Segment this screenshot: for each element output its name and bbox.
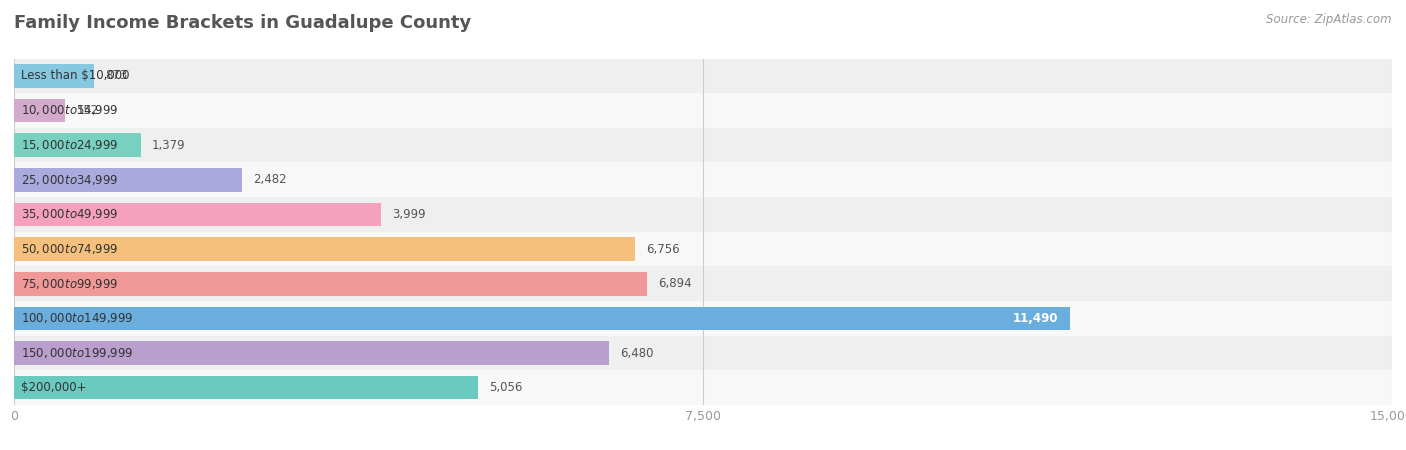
Bar [14, 237, 634, 261]
Text: $150,000 to $199,999: $150,000 to $199,999 [21, 346, 134, 360]
Text: 552: 552 [76, 104, 98, 117]
Bar [14, 162, 1392, 197]
Bar [14, 202, 381, 226]
Bar [14, 232, 1392, 266]
Bar [14, 93, 1392, 128]
Text: $35,000 to $49,999: $35,000 to $49,999 [21, 207, 120, 221]
Text: $50,000 to $74,999: $50,000 to $74,999 [21, 242, 120, 256]
Text: 5,056: 5,056 [489, 381, 523, 394]
Text: $100,000 to $149,999: $100,000 to $149,999 [21, 311, 134, 325]
Bar [14, 341, 609, 365]
Text: 6,894: 6,894 [658, 277, 692, 290]
Text: 1,379: 1,379 [152, 139, 186, 152]
Text: Source: ZipAtlas.com: Source: ZipAtlas.com [1267, 14, 1392, 27]
Text: 873: 873 [105, 69, 128, 82]
Text: Family Income Brackets in Guadalupe County: Family Income Brackets in Guadalupe Coun… [14, 14, 471, 32]
Bar [14, 266, 1392, 301]
Bar [14, 376, 478, 400]
Bar [14, 99, 65, 122]
Text: $75,000 to $99,999: $75,000 to $99,999 [21, 277, 120, 291]
Text: 3,999: 3,999 [392, 208, 426, 221]
Bar [14, 64, 94, 88]
Text: $25,000 to $34,999: $25,000 to $34,999 [21, 173, 120, 187]
Bar [14, 58, 1392, 93]
Bar [14, 272, 647, 296]
Bar [14, 336, 1392, 370]
Bar [14, 306, 1070, 330]
Bar [14, 370, 1392, 405]
Text: $10,000 to $14,999: $10,000 to $14,999 [21, 104, 120, 117]
Text: Less than $10,000: Less than $10,000 [21, 69, 129, 82]
Bar [14, 128, 1392, 162]
Bar [14, 197, 1392, 232]
Bar [14, 301, 1392, 336]
Text: 6,756: 6,756 [645, 243, 679, 256]
Text: 6,480: 6,480 [620, 346, 654, 360]
Text: 2,482: 2,482 [253, 173, 287, 186]
Text: 11,490: 11,490 [1012, 312, 1059, 325]
Text: $15,000 to $24,999: $15,000 to $24,999 [21, 138, 120, 152]
Bar [14, 168, 242, 192]
Text: $200,000+: $200,000+ [21, 381, 87, 394]
Bar [14, 133, 141, 157]
